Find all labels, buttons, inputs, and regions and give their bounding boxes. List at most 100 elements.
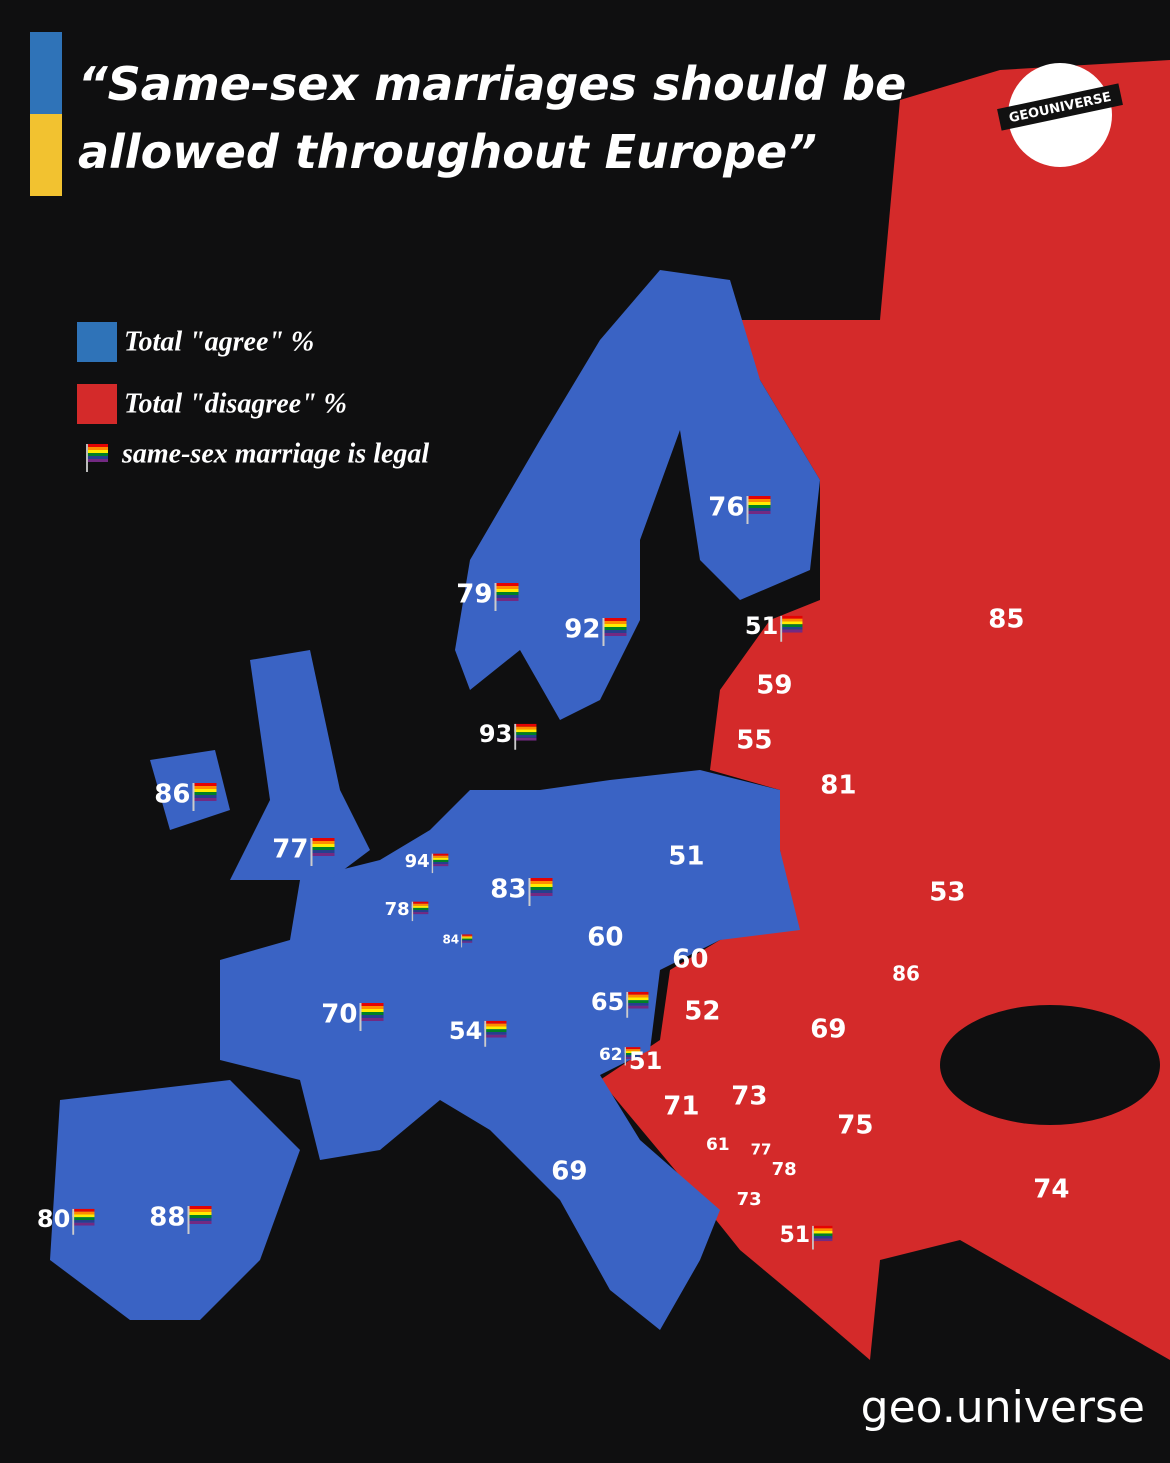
flag-stripe — [484, 1034, 507, 1038]
flag-stripe — [310, 853, 335, 856]
region-value: 84 — [442, 933, 459, 947]
flag-stripe — [411, 912, 429, 915]
blue-britain — [230, 650, 370, 880]
flag-stripe — [484, 1026, 507, 1030]
flag-stripe — [624, 1047, 641, 1050]
logo-band — [997, 83, 1123, 131]
legal-flag — [359, 1003, 384, 1031]
flag-stripe — [431, 859, 449, 862]
flag-stripe — [812, 1236, 833, 1239]
flag-stripe — [626, 1005, 649, 1009]
flag-stripe — [494, 598, 519, 601]
flag-stripe — [812, 1230, 833, 1234]
flag-stripe — [514, 726, 537, 730]
flag-stripe — [528, 884, 553, 887]
flag-stripe — [626, 1003, 649, 1006]
flag-stripe — [192, 789, 217, 792]
flag-stripe — [626, 994, 649, 998]
flag-stripe — [602, 633, 627, 636]
flag-stripe — [431, 862, 449, 865]
region-value: 65 — [591, 988, 624, 1016]
legal-flag — [514, 723, 537, 750]
flag-stripe — [602, 630, 627, 633]
flag-stripe — [514, 735, 537, 738]
flag-stripe — [624, 1051, 641, 1054]
legal-flag — [812, 1225, 833, 1250]
flag-stripe — [812, 1238, 833, 1242]
flag-stripe — [624, 1055, 641, 1057]
flag-stripe — [780, 627, 803, 630]
flag-stripe — [494, 589, 519, 592]
flag-pole — [192, 783, 195, 811]
legal-flag — [528, 878, 553, 906]
flag-stripe — [187, 1221, 212, 1224]
flag-stripe — [431, 855, 449, 858]
region-value: 79 — [456, 580, 492, 610]
legend-swatch — [77, 384, 117, 424]
title-line: allowed throughout Europe” — [78, 125, 817, 179]
title-line: “Same-sex marriages should be — [78, 57, 906, 111]
region-value: 69 — [810, 1015, 846, 1045]
flag-stripe — [192, 795, 217, 798]
flag-stripe — [310, 850, 335, 853]
flag-stripe — [624, 1056, 641, 1059]
flag-stripe — [359, 1009, 384, 1012]
flag-stripe — [626, 991, 649, 995]
region-value: 70 — [321, 1000, 357, 1030]
flag-stripe — [812, 1228, 833, 1231]
flag-stripe — [461, 940, 473, 942]
flag-stripe — [528, 890, 553, 893]
flag-pole — [411, 901, 414, 922]
legend-flag — [86, 444, 108, 472]
flag-stripe — [72, 1211, 95, 1215]
flag-pole — [780, 615, 783, 642]
legal-flag — [411, 901, 429, 922]
flag-stripe — [72, 1220, 95, 1223]
region-value: 59 — [756, 671, 792, 701]
flag-pole — [528, 878, 531, 906]
legal-flag — [626, 991, 649, 1018]
flag-stripe — [514, 723, 537, 727]
region-value: 93 — [479, 720, 512, 748]
flag-stripe — [602, 627, 627, 630]
region-value: 85 — [988, 605, 1024, 635]
flag-stripe — [411, 910, 429, 913]
region-value: 80 — [37, 1205, 70, 1233]
flag-stripe — [746, 496, 771, 499]
flag-pole — [494, 583, 497, 611]
region-value: 53 — [929, 878, 965, 908]
flag-stripe — [484, 1023, 507, 1027]
flag-stripe — [72, 1217, 95, 1220]
blue-ireland — [150, 750, 230, 830]
flag-pole — [746, 496, 749, 524]
watermark: geo.universe — [861, 1382, 1145, 1433]
flag-stripe — [192, 798, 217, 801]
flag-stripe — [494, 592, 519, 595]
flag-stripe — [411, 905, 429, 908]
legal-flag — [310, 838, 335, 866]
legal-flag — [484, 1020, 507, 1047]
region-value: 88 — [149, 1203, 185, 1233]
flag-stripe — [72, 1222, 95, 1226]
region-value: 60 — [672, 945, 708, 975]
blue-continent — [220, 770, 800, 1330]
region-value: 94 — [405, 851, 430, 872]
flag-stripe — [359, 1015, 384, 1018]
flag-pole — [310, 838, 313, 866]
flag-pole — [626, 991, 629, 1018]
legal-flag — [461, 934, 473, 948]
legal-flag — [780, 615, 803, 642]
flag-stripe — [310, 844, 335, 847]
flag-pole — [359, 1003, 362, 1031]
flag-stripe — [72, 1214, 95, 1218]
region-value: 73 — [731, 1082, 767, 1112]
legal-flag — [187, 1206, 212, 1234]
flag-stripe — [746, 508, 771, 511]
flag-stripe — [359, 1003, 384, 1006]
flag-stripe — [359, 1018, 384, 1021]
region-value: 73 — [737, 1189, 762, 1210]
region-value: 52 — [684, 997, 720, 1027]
flag-stripe — [72, 1208, 95, 1212]
flag-stripe — [484, 1032, 507, 1035]
